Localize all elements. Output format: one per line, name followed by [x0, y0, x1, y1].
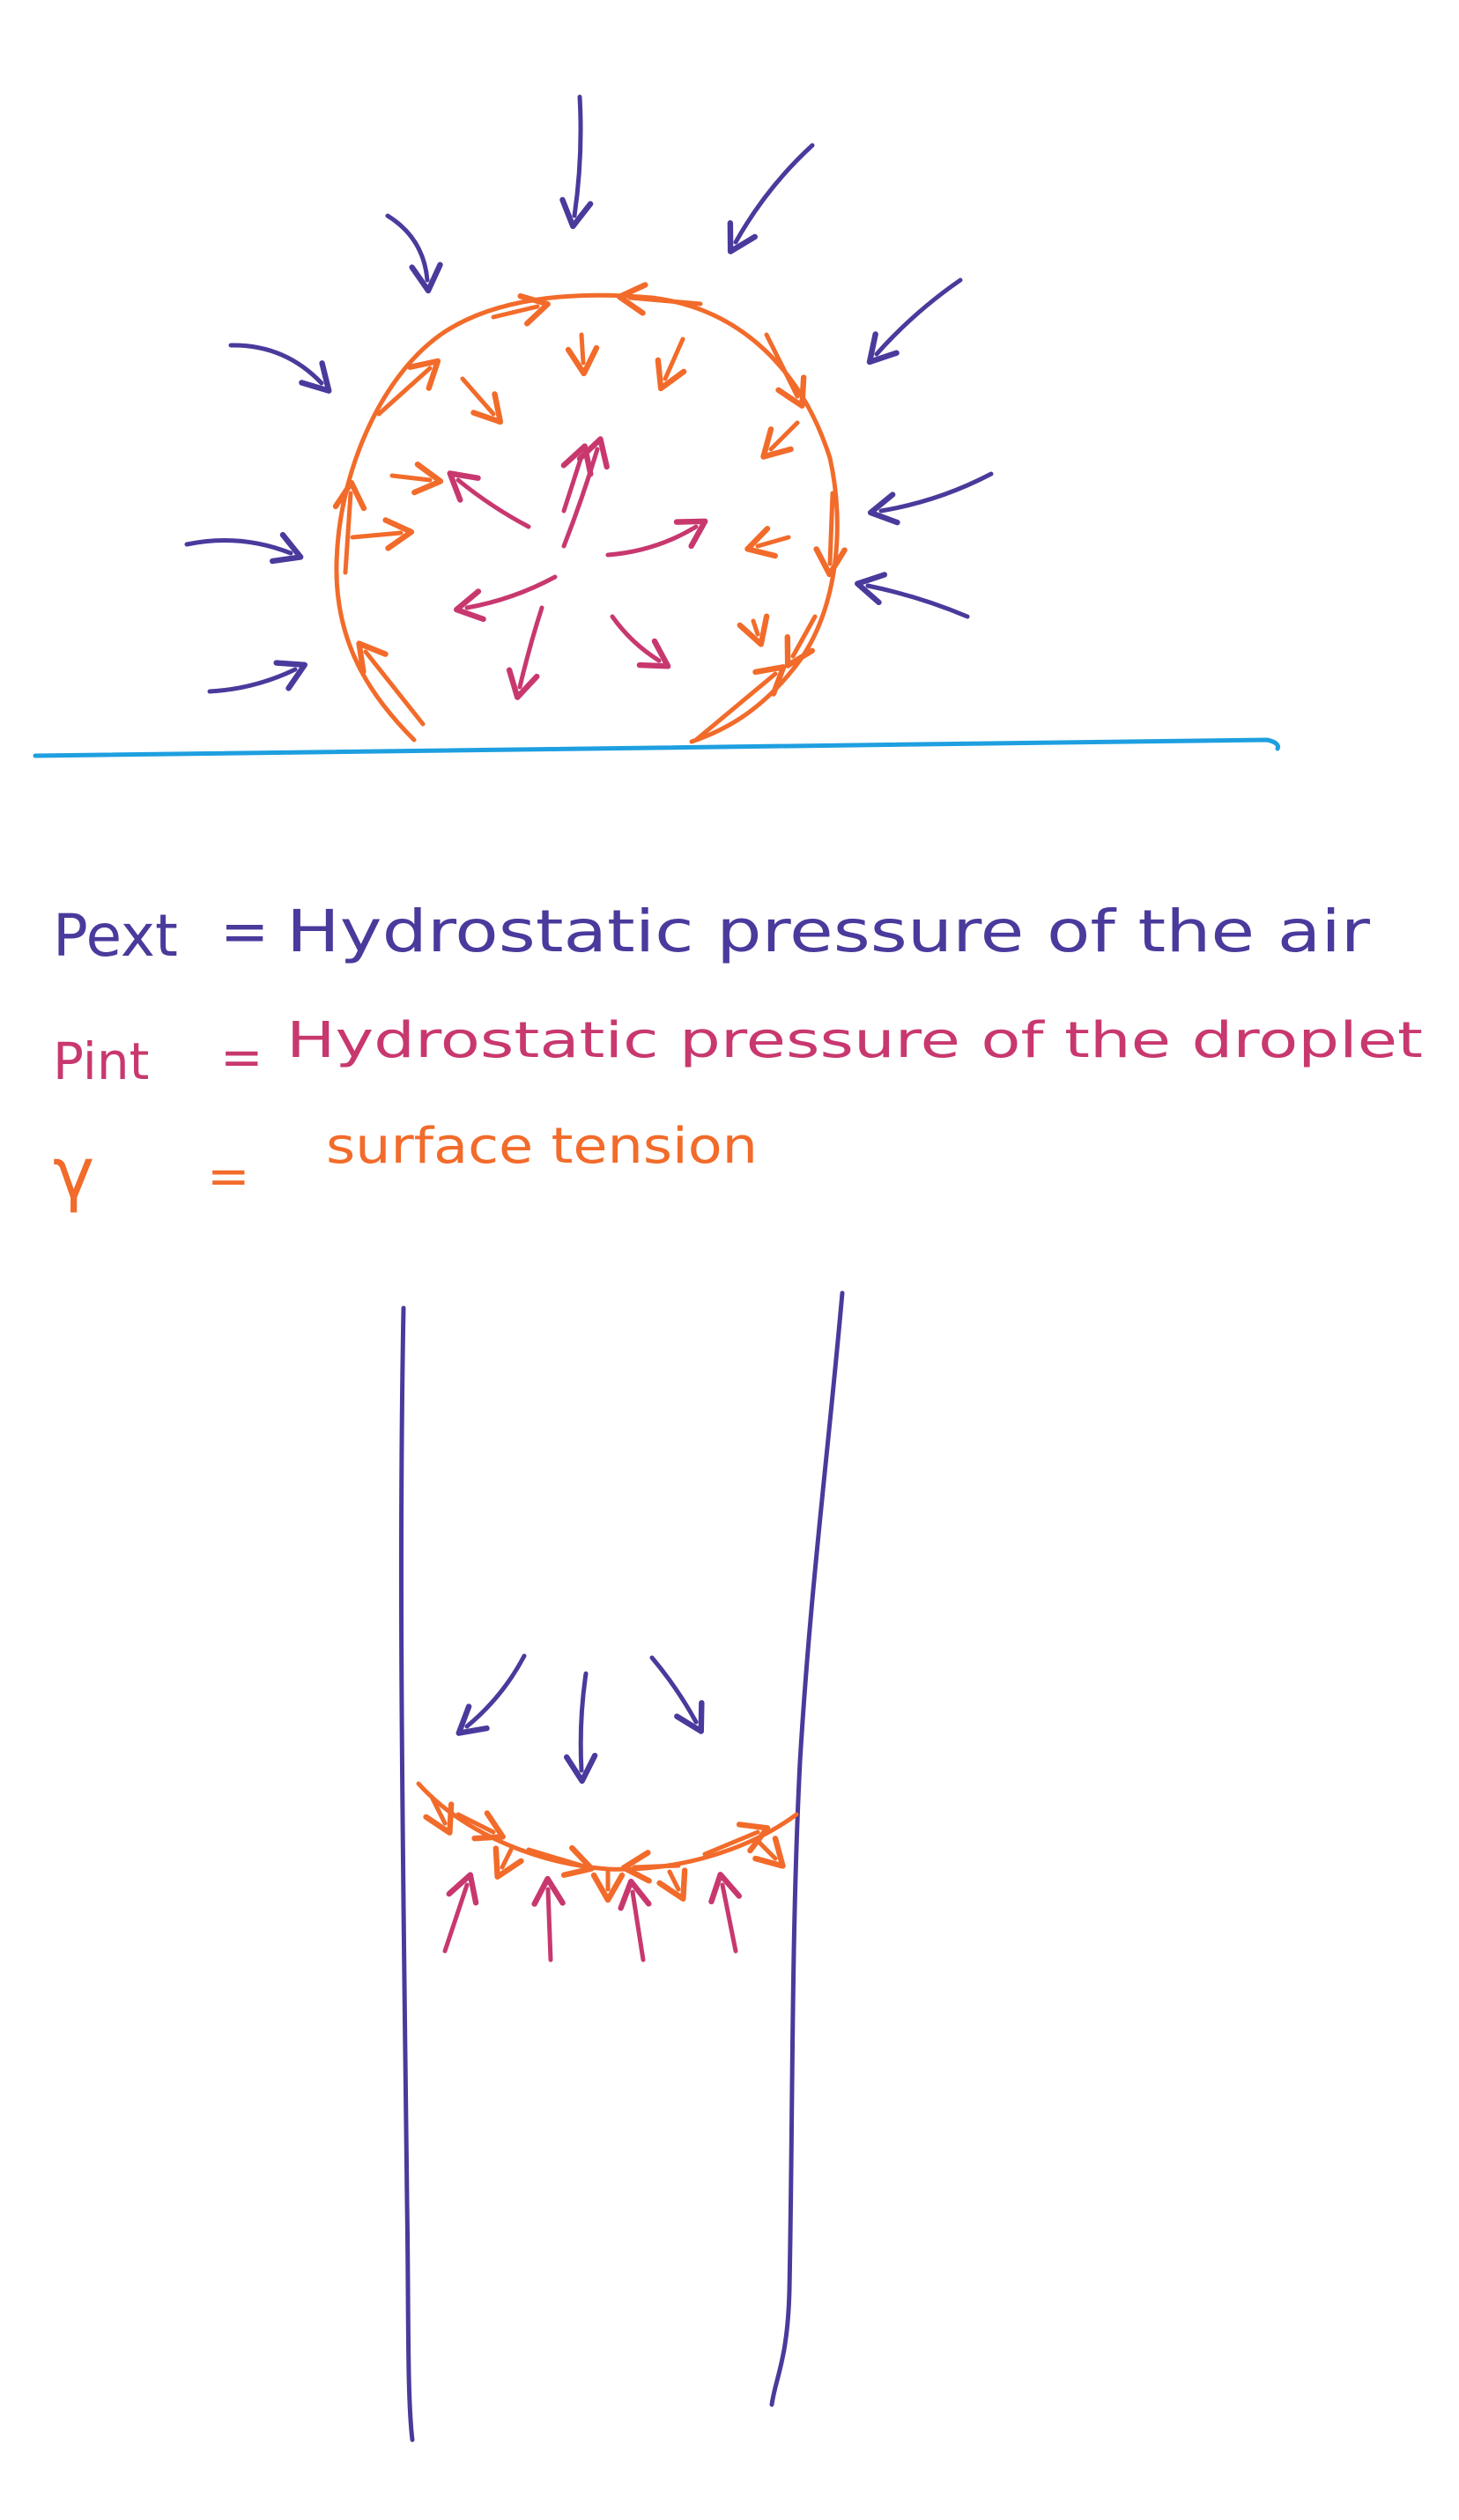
- droplet-outline: [334, 292, 840, 744]
- legend-equals-external: =: [220, 898, 269, 965]
- tension-arrow: [784, 614, 818, 669]
- tension-arrow: [455, 1810, 506, 1842]
- tension-arrow: [760, 420, 800, 460]
- external-pressure-arrow: [228, 343, 332, 394]
- pressure-arrows-internal-tube: [442, 1872, 743, 1962]
- internal-pressure-arrow: [447, 470, 531, 529]
- tension-arrow: [616, 282, 703, 316]
- tube-wall-left: [398, 1305, 415, 2442]
- internal-pressure-arrow: [708, 1872, 743, 1954]
- legend-symbol-tension: γ: [53, 1133, 94, 1215]
- external-pressure-arrow: [855, 572, 970, 619]
- internal-pressure-arrow: [453, 574, 558, 623]
- tension-arrow: [376, 358, 441, 417]
- tension-arrow: [460, 376, 504, 425]
- tension-arrow: [656, 1867, 688, 1902]
- pressure-arrows-external-tube: [455, 1653, 705, 1785]
- legend-equals-tension: =: [207, 1146, 250, 1206]
- legend: Pext = Hydrostatic pressure of the air P…: [53, 898, 1423, 1215]
- legend-equals-internal: =: [220, 1027, 263, 1087]
- internal-pressure-arrow: [605, 518, 708, 558]
- tension-arrow: [356, 640, 426, 727]
- external-pressure-arrow: [649, 1655, 705, 1734]
- tube-wall-right: [769, 1290, 845, 2407]
- legend-row-internal: Pint = Hydrostatic pressure of the dropl…: [53, 1012, 1423, 1091]
- tension-arrow: [620, 1850, 681, 1884]
- tension-arrow: [332, 479, 367, 575]
- pressure-arrows-external: [184, 94, 994, 694]
- internal-pressure-arrow: [618, 1878, 652, 1962]
- tension-arrow: [565, 332, 600, 377]
- external-pressure-arrow: [455, 1653, 527, 1736]
- tension-arrow: [693, 664, 787, 743]
- tension-arrow: [350, 517, 415, 551]
- tension-arrow: [702, 1822, 771, 1857]
- tension-arrow: [744, 526, 791, 559]
- meniscus: [416, 1781, 799, 1872]
- tension-arrow: [655, 336, 687, 392]
- external-pressure-arrow: [727, 143, 815, 255]
- tension-arrow: [764, 332, 807, 409]
- external-pressure-arrow: [563, 1671, 598, 1785]
- external-pressure-arrow: [385, 213, 443, 294]
- internal-pressure-arrow: [610, 614, 671, 669]
- tension-arrow: [813, 491, 848, 578]
- legend-symbol-external: Pext: [53, 902, 178, 970]
- external-pressure-arrow: [866, 277, 963, 366]
- external-pressure-arrow: [559, 94, 594, 230]
- internal-pressure-arrow: [561, 436, 610, 549]
- pressure-arrows-internal: [447, 436, 708, 700]
- tension-arrow: [737, 613, 770, 647]
- internal-pressure-arrow: [506, 605, 544, 700]
- internal-pressure-arrow: [442, 1872, 479, 1954]
- internal-pressure-arrow: [560, 443, 594, 514]
- legend-text-external: Hydrostatic pressure of the air: [286, 898, 1371, 965]
- external-pressure-arrow: [867, 471, 994, 526]
- tension-arrow: [491, 292, 551, 327]
- surface-line: [33, 737, 1280, 758]
- tension-arrow: [493, 1845, 524, 1880]
- legend-text-tension: surface tension: [326, 1118, 758, 1175]
- tension-arrow: [526, 1844, 595, 1878]
- tube-figure: [398, 1290, 845, 2442]
- internal-pressure-arrow: [531, 1875, 566, 1962]
- tension-arrow: [423, 1794, 455, 1836]
- tension-arrows-droplet: [332, 282, 848, 743]
- legend-text-internal: Hydrostatic pressure of the droplet: [286, 1012, 1423, 1069]
- tension-arrow: [752, 1836, 786, 1869]
- legend-row-external: Pext = Hydrostatic pressure of the air: [53, 898, 1371, 970]
- external-pressure-arrow: [184, 532, 304, 565]
- legend-row-tension: γ = surface tension: [53, 1118, 758, 1215]
- tension-arrow: [389, 462, 444, 496]
- droplet-figure: [33, 94, 1280, 758]
- tension-arrows-meniscus: [423, 1794, 786, 1903]
- external-pressure-arrow: [207, 660, 308, 694]
- legend-symbol-internal: Pint: [53, 1031, 149, 1091]
